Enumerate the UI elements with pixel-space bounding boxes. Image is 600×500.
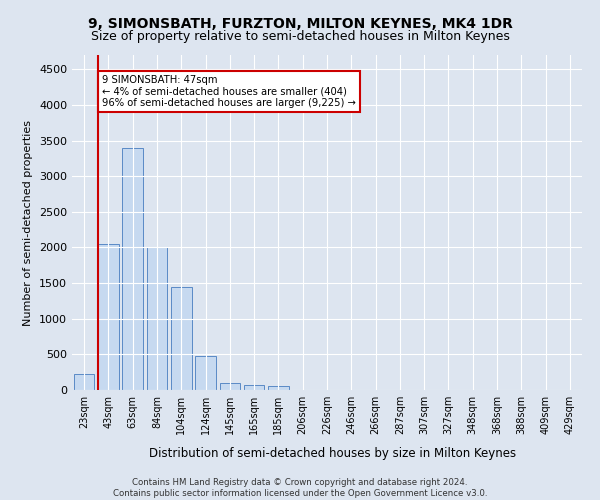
Bar — [98, 244, 119, 390]
Text: Size of property relative to semi-detached houses in Milton Keynes: Size of property relative to semi-detach… — [91, 30, 509, 43]
Text: Contains HM Land Registry data © Crown copyright and database right 2024.
Contai: Contains HM Land Registry data © Crown c… — [113, 478, 487, 498]
Bar — [195, 356, 216, 390]
Text: 9 SIMONSBATH: 47sqm
← 4% of semi-detached houses are smaller (404)
96% of semi-d: 9 SIMONSBATH: 47sqm ← 4% of semi-detache… — [101, 75, 356, 108]
Bar — [268, 386, 289, 390]
Bar — [74, 374, 94, 390]
Text: 9, SIMONSBATH, FURZTON, MILTON KEYNES, MK4 1DR: 9, SIMONSBATH, FURZTON, MILTON KEYNES, M… — [88, 18, 512, 32]
Bar — [171, 286, 191, 390]
Y-axis label: Number of semi-detached properties: Number of semi-detached properties — [23, 120, 34, 326]
Bar — [146, 248, 167, 390]
Bar — [244, 385, 265, 390]
Bar — [220, 383, 240, 390]
Text: Distribution of semi-detached houses by size in Milton Keynes: Distribution of semi-detached houses by … — [149, 448, 517, 460]
Bar — [122, 148, 143, 390]
